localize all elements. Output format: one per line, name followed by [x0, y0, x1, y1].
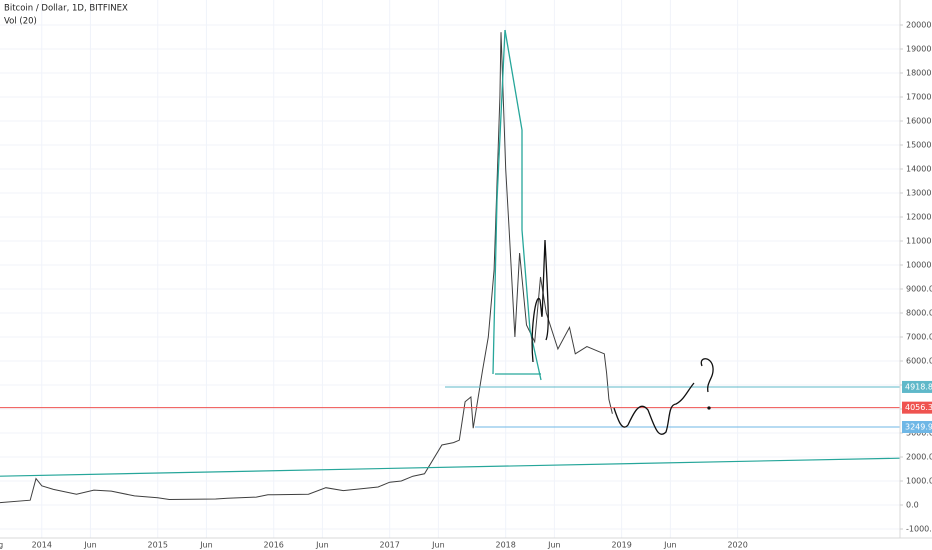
y-tick-label: 9000.0	[906, 285, 932, 294]
x-tick-label: 2016	[264, 541, 284, 550]
question-dot	[707, 406, 711, 410]
indicator-label: Vol (20)	[4, 17, 37, 27]
price-level-label: 4056.3	[905, 403, 932, 412]
price-level-label: 3249.9	[905, 423, 932, 432]
x-tick-label: Jun	[315, 541, 329, 550]
x-tick-label: Jun	[547, 541, 561, 550]
trend-line	[0, 457, 901, 477]
y-tick-label: 7000.0	[906, 333, 932, 342]
axes: -1000.00.01000.02000.03000.04000.05000.0…	[0, 21, 932, 550]
scribble	[531, 239, 549, 363]
x-tick-label: 2014	[32, 541, 52, 550]
x-tick-label: 2019	[611, 541, 631, 550]
y-tick-label: 6000.0	[906, 357, 932, 366]
y-tick-label: 2000.0	[906, 453, 932, 462]
price-line	[0, 32, 613, 504]
price-level-label: 4918.8	[905, 382, 932, 391]
drawings	[492, 29, 714, 435]
x-tick-label: Jun	[663, 541, 677, 550]
y-tick-label: 11000.0	[906, 237, 932, 246]
x-tick-label: 2018	[495, 541, 515, 550]
x-tick-label: 2015	[148, 541, 168, 550]
y-tick-label: 15000.0	[906, 141, 932, 150]
y-tick-label: 0.0	[906, 501, 919, 510]
question-mark	[700, 358, 714, 393]
x-tick-label: Jun	[431, 541, 445, 550]
y-tick-label: 13000.0	[906, 189, 932, 198]
drawing-line	[504, 29, 542, 381]
y-tick-label: 16000.0	[906, 117, 932, 126]
y-tick-label: 18000.0	[906, 69, 932, 78]
grid	[0, 0, 900, 538]
price-level-badge	[902, 421, 932, 434]
x-tick-label: 2020	[727, 541, 747, 550]
y-tick-label: 8000.0	[906, 309, 932, 318]
y-tick-label: 12000.0	[906, 213, 932, 222]
price-level-badge	[902, 380, 932, 393]
scribble	[613, 382, 695, 435]
y-tick-label: 1000.0	[906, 477, 932, 486]
y-tick-label: 19000.0	[906, 45, 932, 54]
plot	[0, 32, 901, 504]
x-tick-label: 2017	[380, 541, 400, 550]
y-tick-label: -1000.0	[906, 525, 932, 534]
x-tick-label: Jun	[83, 541, 97, 550]
chart-title: Bitcoin / Dollar, 1D, BITFINEX	[4, 4, 128, 14]
y-tick-label: 17000.0	[906, 93, 932, 102]
y-tick-label: 10000.0	[906, 261, 932, 270]
x-tick-label: Aug	[0, 541, 3, 550]
y-tick-label: 14000.0	[906, 165, 932, 174]
drawing-line	[492, 29, 506, 375]
price-level-badge	[902, 401, 932, 414]
y-tick-label: 20000.0	[906, 21, 932, 30]
x-tick-label: Jun	[199, 541, 213, 550]
